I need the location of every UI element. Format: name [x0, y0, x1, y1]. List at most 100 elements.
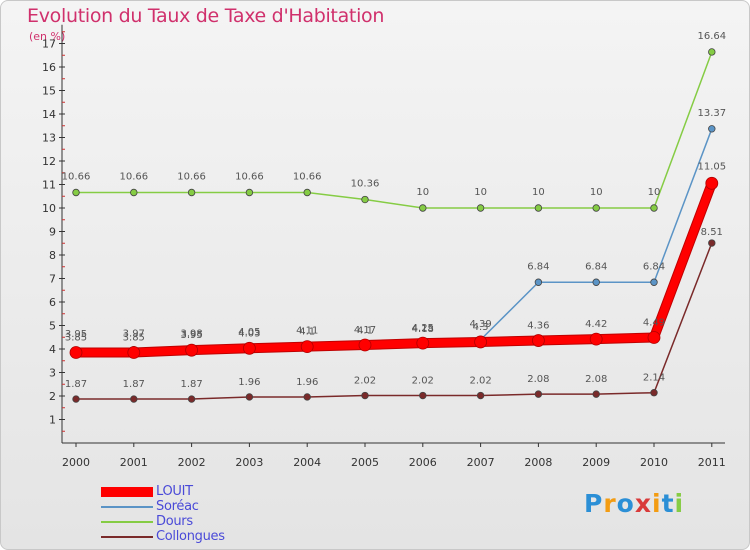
series-line-dours	[76, 51, 713, 209]
y-tick-label: 6	[49, 296, 56, 309]
data-label-louit: 4.25	[412, 323, 434, 334]
data-label-soreac: 6.84	[585, 261, 607, 272]
data-label-collongues: 1.87	[180, 379, 202, 390]
data-label-collongues: 2.02	[412, 376, 434, 387]
data-label-soreac: 6.84	[527, 261, 549, 272]
x-tick-label: 2008	[524, 456, 552, 469]
chart-legend: LOUIT Soréac Dours Collongues	[101, 484, 301, 544]
data-point-louit	[589, 332, 603, 346]
data-label-collongues: 1.87	[123, 379, 145, 390]
data-label-soreac: 3.97	[123, 329, 145, 340]
legend-swatch-louit	[101, 487, 153, 497]
data-point-collongues	[303, 393, 311, 401]
logo-letter: i	[674, 489, 685, 518]
legend-swatch-collongues	[101, 536, 153, 538]
data-point-collongues	[419, 391, 427, 400]
data-label-collongues: 2.08	[585, 374, 607, 385]
data-label-dours: 10.66	[293, 171, 322, 182]
y-tick-label: 7	[49, 273, 56, 286]
data-label-louit: 4.03	[238, 328, 260, 339]
data-label-collongues: 2.14	[643, 373, 665, 384]
data-label-soreac: 4.39	[469, 319, 491, 330]
series-line-louit	[72, 179, 716, 357]
data-point-dours	[476, 204, 485, 212]
data-point-dours	[245, 188, 254, 197]
legend-item-soreac[interactable]: Soréac	[101, 499, 301, 514]
data-label-louit: 11.05	[697, 161, 726, 172]
y-tick-label: 13	[42, 132, 56, 145]
data-point-collongues	[476, 391, 485, 400]
x-tick-label: 2004	[293, 456, 321, 469]
data-point-louit	[647, 331, 661, 344]
data-point-dours	[534, 204, 543, 212]
y-tick-label: 15	[42, 85, 56, 98]
data-label-soreac: 4.11	[296, 325, 318, 336]
data-label-soreac: 6.84	[643, 261, 665, 272]
y-tick-label: 5	[49, 320, 56, 333]
data-point-dours	[72, 188, 80, 197]
y-tick-label: 9	[49, 226, 56, 239]
data-point-soreac	[708, 125, 716, 133]
x-tick-label: 2007	[467, 456, 495, 469]
data-point-collongues	[534, 390, 543, 398]
data-label-collongues: 2.02	[354, 376, 376, 387]
data-point-collongues	[130, 395, 138, 403]
data-label-collongues: 2.08	[527, 374, 549, 385]
data-point-soreac	[534, 278, 543, 286]
data-point-louit	[358, 338, 372, 352]
chart-title: Evolution du Taux de Taxe d'Habitation	[27, 5, 385, 27]
data-point-dours	[303, 188, 311, 197]
data-point-dours	[361, 195, 369, 204]
data-label-dours: 10	[648, 187, 661, 198]
y-tick-label: 1	[49, 414, 56, 427]
data-label-collongues: 1.96	[238, 377, 260, 388]
data-point-dours	[419, 204, 427, 212]
legend-item-louit[interactable]: LOUIT	[101, 484, 301, 499]
data-label-dours: 10.66	[62, 171, 91, 182]
data-point-louit	[416, 336, 430, 350]
logo-letter: r	[603, 489, 617, 518]
data-point-louit	[242, 341, 256, 355]
legend-item-collongues[interactable]: Collongues	[101, 529, 301, 544]
data-point-collongues	[592, 390, 600, 398]
y-tick-label: 11	[42, 179, 56, 192]
proxiti-logo: Proxiti	[584, 489, 684, 518]
data-label-dours: 10.66	[235, 171, 264, 182]
y-tick-label: 8	[49, 249, 56, 262]
data-point-soreac	[650, 278, 658, 286]
x-tick-label: 2009	[582, 456, 610, 469]
data-label-dours: 10	[532, 187, 545, 198]
legend-label-louit: LOUIT	[156, 484, 193, 499]
chart-unit-label: (en %)	[29, 30, 66, 43]
logo-letter: o	[616, 489, 635, 518]
data-point-louit	[185, 343, 199, 357]
data-label-collongues: 1.87	[65, 379, 87, 390]
logo-letter: t	[661, 489, 675, 518]
data-label-louit: 4.3	[473, 322, 489, 333]
legend-item-dours[interactable]: Dours	[101, 514, 301, 529]
data-point-collongues	[72, 395, 80, 403]
y-tick-label: 17	[42, 38, 56, 51]
data-label-louit: 4.36	[527, 321, 549, 332]
data-point-louit	[127, 346, 141, 359]
data-label-louit: 3.95	[180, 330, 202, 341]
data-point-dours	[592, 204, 600, 212]
y-tick-label: 3	[49, 367, 56, 380]
data-point-collongues	[650, 389, 658, 397]
data-label-louit: 4.42	[585, 319, 607, 330]
y-tick-label: 16	[42, 61, 56, 74]
data-label-soreac: 3.98	[180, 328, 202, 339]
logo-letter: x	[634, 489, 652, 518]
y-tick-label: 14	[42, 108, 56, 121]
data-point-louit	[300, 340, 314, 354]
data-label-dours: 10.66	[119, 171, 148, 182]
data-label-collongues: 2.02	[469, 376, 491, 387]
data-point-soreac	[592, 278, 600, 286]
y-tick-label: 2	[49, 390, 56, 403]
legend-label-soreac: Soréac	[156, 499, 199, 514]
series-line-soreac	[75, 128, 713, 351]
data-point-louit	[532, 334, 545, 347]
legend-label-dours: Dours	[156, 514, 193, 529]
data-point-collongues	[708, 239, 716, 247]
